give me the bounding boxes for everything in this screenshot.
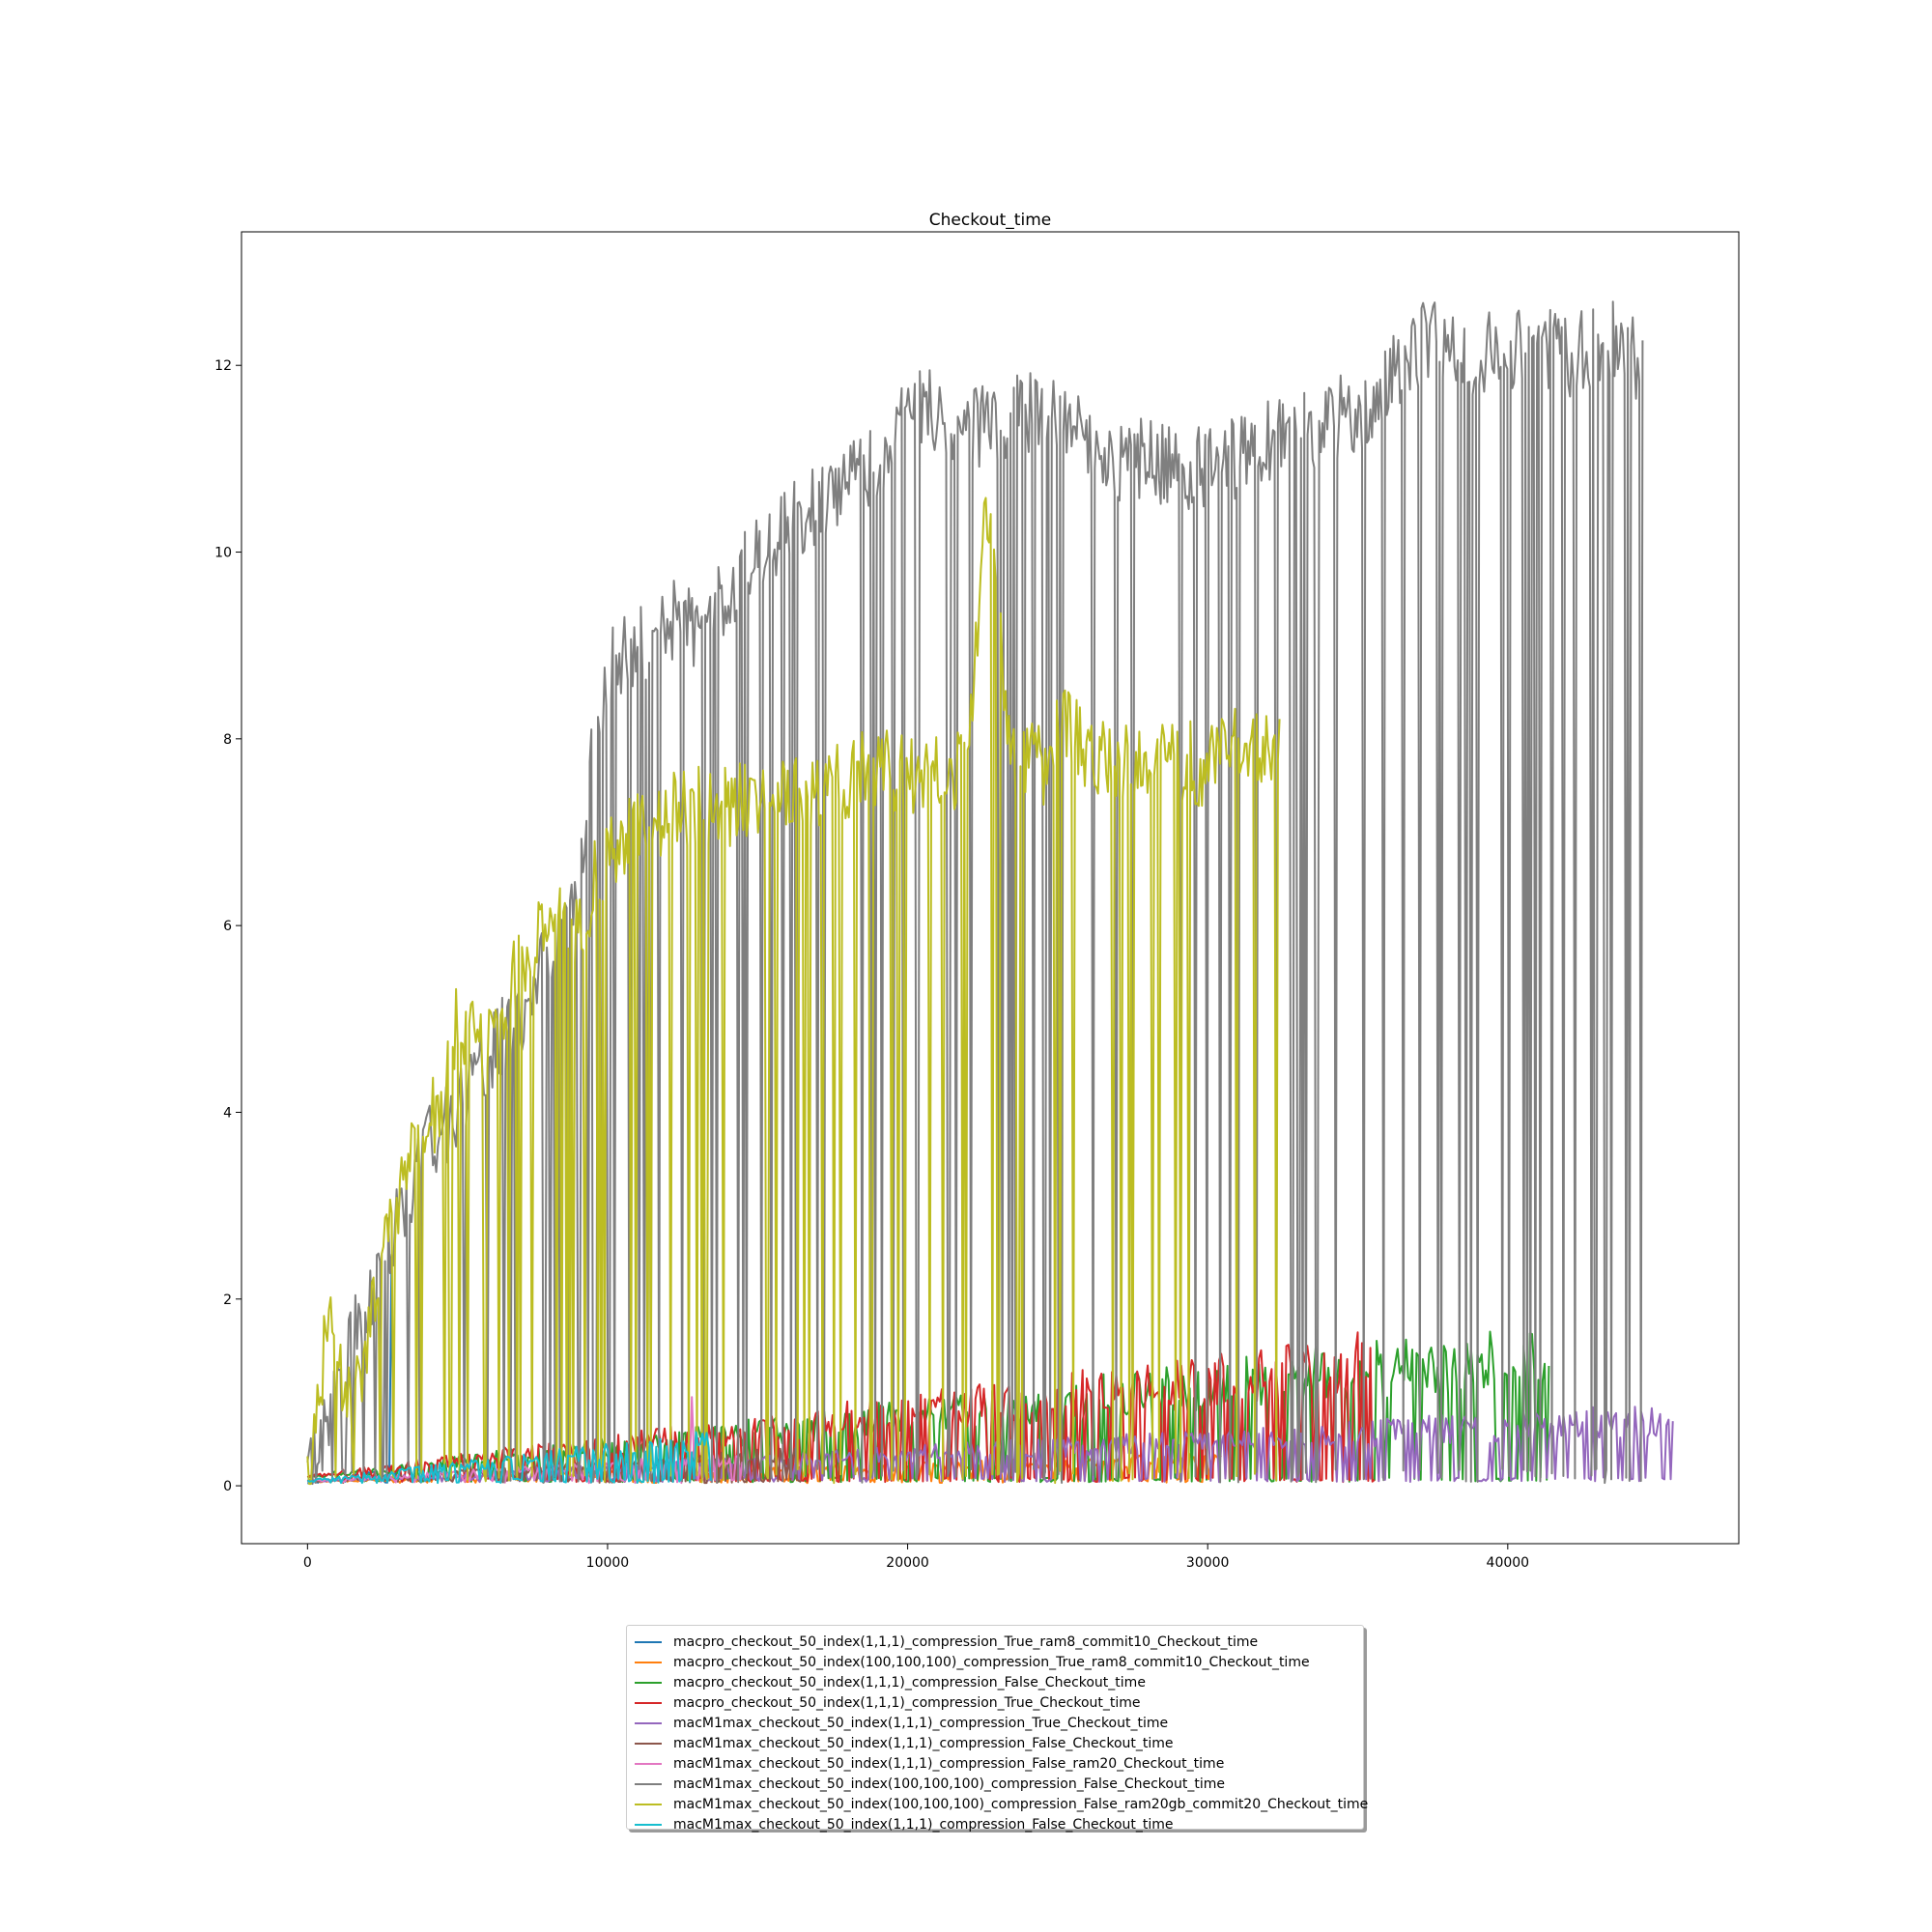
- x-tick-label: 10000: [586, 1555, 630, 1571]
- x-axis: 0 10000 20000 30000 40000: [303, 1544, 1529, 1571]
- legend-label: macpro_checkout_50_index(1,1,1)_compress…: [673, 1634, 1259, 1650]
- chart-title: Checkout_time: [929, 211, 1051, 230]
- x-tick-label: 40000: [1487, 1555, 1530, 1571]
- legend-label: macM1max_checkout_50_index(1,1,1)_compre…: [673, 1755, 1225, 1772]
- legend-swatch: [635, 1721, 662, 1724]
- legend-label: macpro_checkout_50_index(100,100,100)_co…: [673, 1654, 1310, 1670]
- legend-swatch: [635, 1701, 662, 1704]
- legend-label: macM1max_checkout_50_index(100,100,100)_…: [673, 1776, 1225, 1792]
- legend-label: macpro_checkout_50_index(1,1,1)_compress…: [673, 1674, 1146, 1690]
- x-tick-label: 0: [303, 1555, 312, 1571]
- legend-entry-3: macpro_checkout_50_index(1,1,1)_compress…: [635, 1672, 1363, 1692]
- y-axis: 0 2 4 6 8 10 12: [214, 358, 242, 1494]
- legend-swatch: [635, 1681, 662, 1684]
- legend-entry-6: macM1max_checkout_50_index(1,1,1)_compre…: [635, 1733, 1363, 1753]
- legend-label: macM1max_checkout_50_index(1,1,1)_compre…: [673, 1735, 1174, 1751]
- series-line-9: [306, 497, 1281, 1486]
- legend-entry-4: macpro_checkout_50_index(1,1,1)_compress…: [635, 1692, 1363, 1713]
- y-tick-label: 6: [223, 919, 232, 934]
- legend-entry-1: macpro_checkout_50_index(1,1,1)_compress…: [635, 1632, 1363, 1652]
- legend-entry-9: macM1max_checkout_50_index(100,100,100)_…: [635, 1794, 1368, 1814]
- legend-entry-2: macpro_checkout_50_index(100,100,100)_co…: [635, 1652, 1363, 1672]
- legend-swatch: [635, 1782, 662, 1785]
- legend-entry-5: macM1max_checkout_50_index(1,1,1)_compre…: [635, 1713, 1363, 1733]
- y-tick-label: 10: [214, 546, 232, 561]
- legend-swatch: [635, 1742, 662, 1745]
- legend-label: macpro_checkout_50_index(1,1,1)_compress…: [673, 1694, 1141, 1711]
- legend-swatch: [635, 1661, 662, 1663]
- x-tick-label: 30000: [1186, 1555, 1230, 1571]
- legend-swatch: [635, 1762, 662, 1765]
- y-tick-label: 0: [223, 1479, 232, 1494]
- series-layer: [306, 300, 1674, 1486]
- legend-label: macM1max_checkout_50_index(100,100,100)_…: [673, 1796, 1369, 1812]
- legend-entry-10: macM1max_checkout_50_index(1,1,1)_compre…: [635, 1814, 1363, 1834]
- legend-swatch: [635, 1823, 662, 1826]
- legend-swatch: [635, 1803, 662, 1805]
- legend-swatch: [635, 1640, 662, 1643]
- x-tick-label: 20000: [886, 1555, 929, 1571]
- y-tick-label: 8: [223, 732, 232, 748]
- legend-label: macM1max_checkout_50_index(1,1,1)_compre…: [673, 1715, 1169, 1731]
- series-line-10: [306, 1431, 712, 1485]
- legend: macpro_checkout_50_index(1,1,1)_compress…: [626, 1625, 1368, 1833]
- legend-label: macM1max_checkout_50_index(1,1,1)_compre…: [673, 1816, 1174, 1833]
- y-tick-label: 12: [214, 358, 232, 374]
- y-tick-label: 4: [223, 1105, 232, 1121]
- plot-frame: [241, 231, 1740, 1545]
- y-tick-label: 2: [223, 1293, 232, 1308]
- legend-entry-8: macM1max_checkout_50_index(100,100,100)_…: [635, 1774, 1363, 1794]
- legend-entry-7: macM1max_checkout_50_index(1,1,1)_compre…: [635, 1753, 1363, 1774]
